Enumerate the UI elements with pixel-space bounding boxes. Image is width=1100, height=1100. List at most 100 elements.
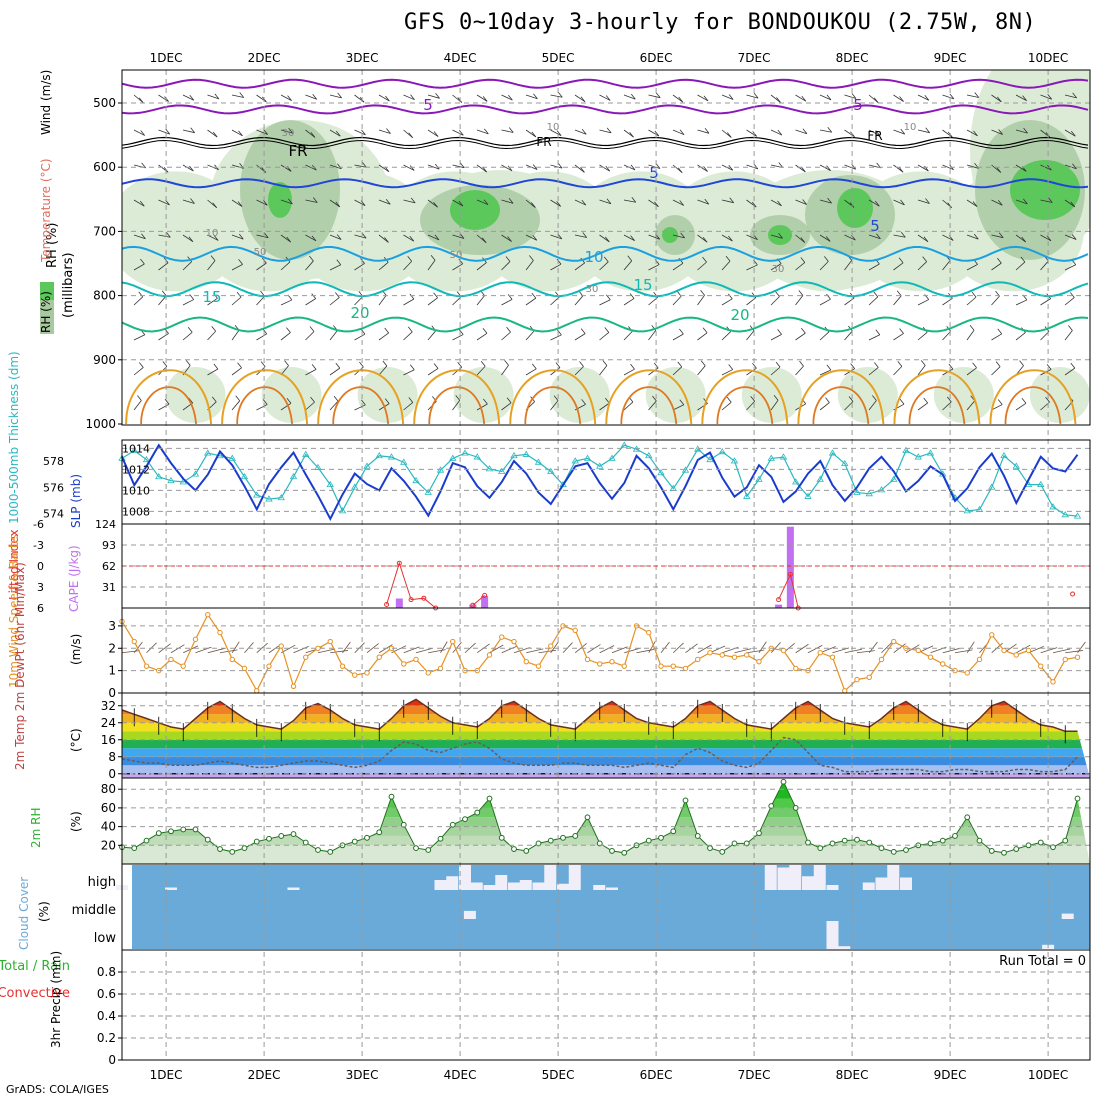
wind-barb — [280, 261, 291, 271]
wind-barb — [207, 234, 219, 241]
wind-barb — [844, 297, 855, 306]
rh-shade — [837, 188, 873, 228]
wind-barb-flag — [165, 232, 171, 238]
wind-barb — [256, 262, 267, 271]
thickness-point — [718, 448, 726, 455]
wind-barb-flag — [238, 259, 243, 265]
y-tick-cape: 124 — [95, 518, 116, 531]
thickness-point — [167, 476, 175, 484]
wind-barb-flag — [507, 165, 513, 172]
wind-barb — [158, 164, 169, 173]
temp-band — [122, 705, 1090, 715]
wind-speed-point — [927, 654, 934, 660]
wind-barb — [476, 129, 489, 135]
wind-barb-flag — [899, 96, 904, 102]
cloud-cell — [508, 882, 520, 890]
temp-contour-30 — [332, 386, 390, 425]
wind-barb — [942, 164, 954, 171]
lifted-index-point — [776, 597, 782, 603]
wind-barb — [721, 260, 731, 271]
wind-barb — [770, 263, 782, 271]
wind-barb — [966, 400, 976, 411]
wind-barb — [819, 261, 829, 271]
wind-barb — [648, 264, 660, 271]
wind-barb — [697, 94, 709, 102]
wind-barb — [231, 296, 242, 306]
wind-barb — [452, 129, 464, 136]
wind-barb — [329, 199, 341, 208]
wind-speed-point — [143, 663, 150, 669]
wind-barb — [721, 298, 733, 306]
rh-point — [890, 848, 897, 855]
wind-speed-point — [793, 665, 799, 672]
y-tick-thickness: 578 — [43, 455, 64, 468]
wind-barb-flag — [1072, 163, 1077, 169]
temp-contour — [122, 136, 1089, 147]
wind-barb-flag — [287, 95, 292, 101]
wind-barb-10m — [856, 650, 875, 654]
temp-band — [122, 756, 1090, 766]
wind-barb-flag — [826, 94, 832, 101]
wind-barb-flag — [775, 361, 781, 368]
cloud-cell — [459, 865, 471, 890]
cloud-cell — [470, 882, 483, 890]
wind-speed-point — [1038, 663, 1044, 669]
contour-label: 5 — [423, 96, 433, 114]
wind-barb — [133, 400, 142, 411]
rh-point — [780, 778, 787, 785]
wind-barb — [672, 366, 683, 376]
wind-barb-flag — [361, 162, 367, 168]
wind-barb-10m — [795, 643, 809, 654]
wind-barb-flag — [482, 166, 488, 173]
wind-barb — [721, 401, 732, 411]
wind-barb — [1089, 303, 1090, 306]
x-tick-top: 10DEC — [1028, 51, 1068, 65]
wind-barb-flag — [410, 94, 415, 100]
wind-barb-flag — [969, 325, 975, 331]
wind-speed-point — [744, 652, 750, 658]
thickness-point — [1037, 480, 1045, 488]
y-tick-rh: 80 — [101, 782, 116, 796]
x-tick-top: 3DEC — [346, 51, 379, 65]
temp-contour — [122, 245, 1089, 262]
wind-barb-flag — [434, 163, 440, 170]
wind-barb — [574, 164, 585, 173]
wind-barb-flag — [997, 399, 1003, 405]
wind-barb — [672, 404, 684, 411]
cloud-cell — [593, 885, 606, 890]
wind-barb — [501, 402, 512, 411]
temp-band — [122, 765, 1090, 774]
wind-barb — [256, 94, 267, 103]
wind-barb — [795, 164, 806, 173]
wind-barb-flag — [629, 131, 634, 138]
wind-barb-flag — [262, 328, 268, 335]
wind-speed-point — [572, 627, 578, 634]
wind-barb-flag — [1070, 130, 1076, 137]
wind-barb — [354, 333, 366, 341]
wind-barb — [942, 94, 954, 100]
wind-barb-flag — [286, 398, 292, 404]
temp-contour-25 — [509, 369, 597, 425]
cloud-cell — [887, 865, 900, 890]
temp-contour-25 — [797, 369, 885, 425]
wind-barb — [550, 164, 563, 169]
wind-barb — [599, 402, 610, 411]
wind-barb — [1015, 129, 1028, 134]
x-tick-top: 6DEC — [640, 51, 673, 65]
wind-barb-10m — [1016, 644, 1031, 654]
rh-shade — [662, 227, 678, 243]
rh-point — [1013, 846, 1020, 852]
thickness-point — [657, 469, 665, 476]
wind-barb-flag — [997, 257, 1002, 264]
wind-barb — [231, 199, 243, 207]
wind-barb-10m — [403, 646, 420, 654]
wind-barb-flag — [703, 166, 708, 172]
wind-barb-flag — [679, 328, 684, 335]
wind-barb-flag — [582, 232, 588, 238]
wind-barb-flag — [603, 256, 609, 263]
wind-barb-flag — [505, 256, 511, 262]
wind-barb-flag — [484, 128, 489, 135]
cloud-cell — [777, 867, 790, 890]
wind-barb-flag — [872, 395, 877, 401]
cloud-background — [132, 865, 1090, 949]
